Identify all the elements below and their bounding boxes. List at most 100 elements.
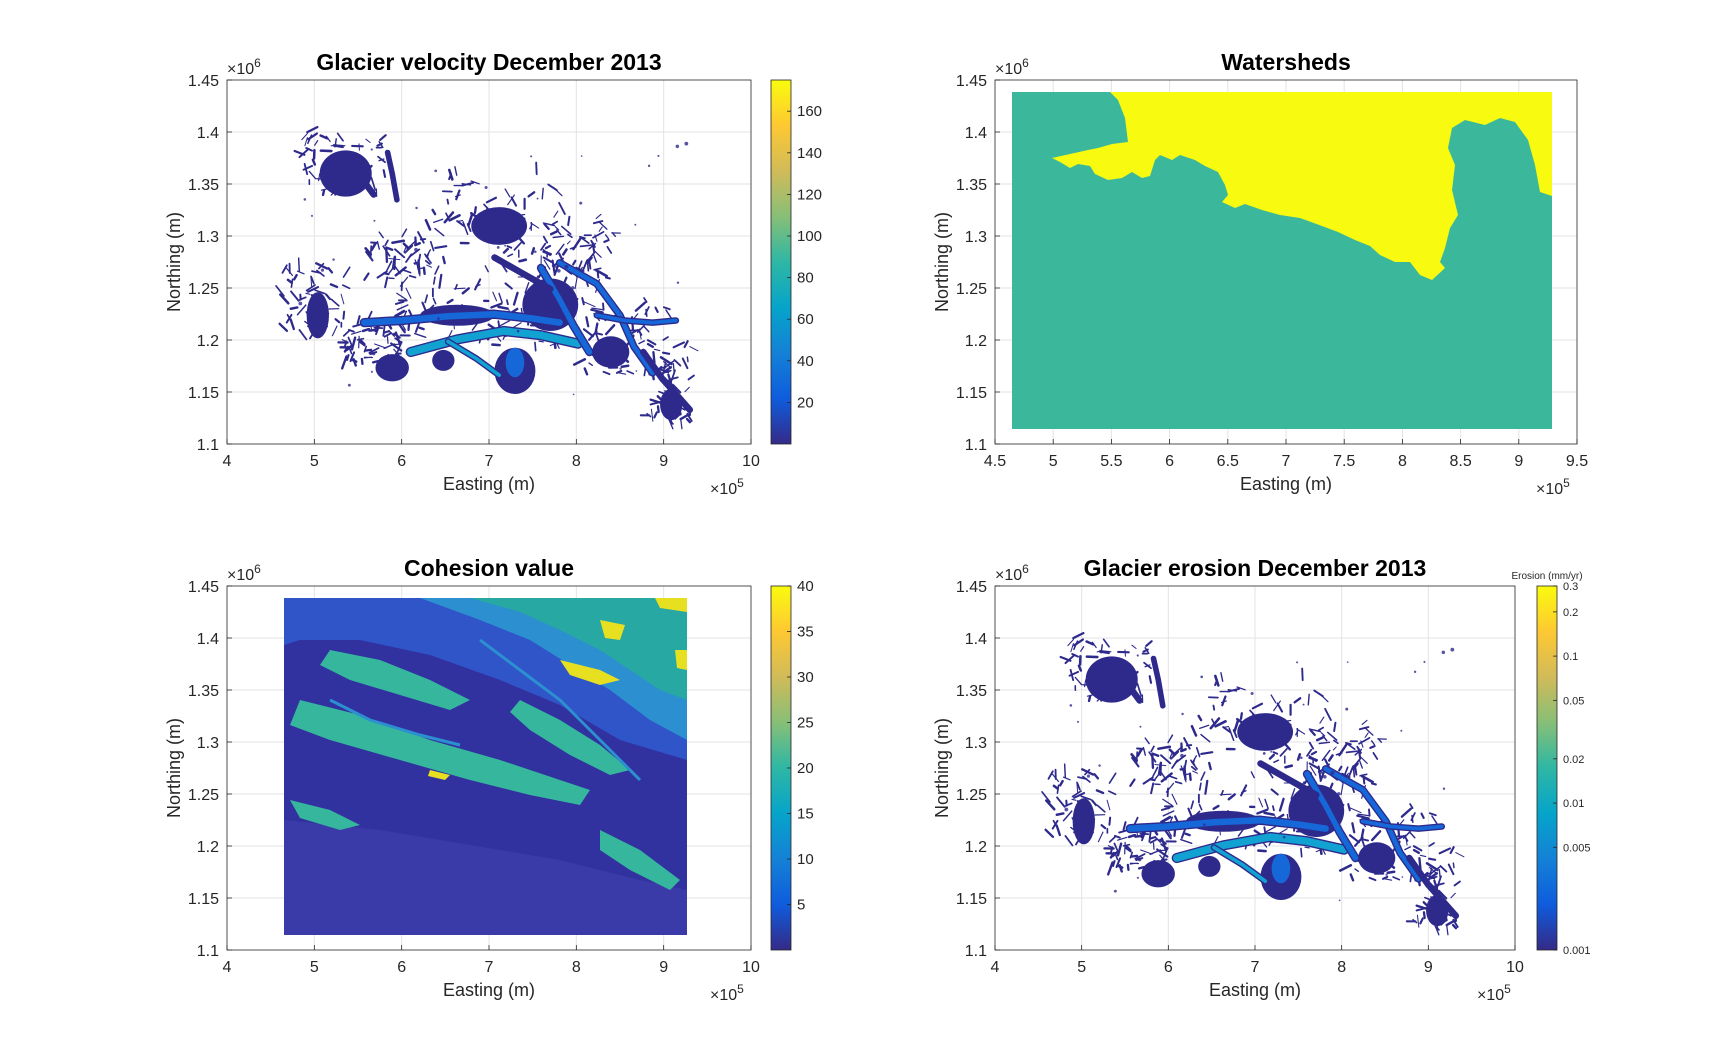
tributary bbox=[1353, 764, 1358, 776]
tributary bbox=[656, 395, 668, 407]
tributary bbox=[1160, 837, 1168, 852]
tributary bbox=[321, 189, 326, 197]
ice-speck bbox=[373, 219, 376, 222]
tributary bbox=[667, 373, 673, 385]
tributary bbox=[330, 298, 340, 307]
tributary bbox=[279, 293, 290, 305]
tributary bbox=[590, 239, 596, 248]
ice-speck bbox=[536, 197, 539, 200]
tributary bbox=[376, 240, 381, 250]
ice-speck bbox=[516, 329, 520, 333]
tributary bbox=[539, 287, 543, 294]
tributary bbox=[308, 315, 311, 323]
tributary bbox=[403, 247, 407, 253]
tributary bbox=[1140, 849, 1153, 855]
tributary bbox=[1228, 727, 1235, 742]
tributary bbox=[275, 285, 285, 297]
ice-speck bbox=[684, 141, 689, 146]
tributary bbox=[1282, 741, 1292, 751]
tributary bbox=[390, 342, 403, 352]
tributary bbox=[1290, 788, 1296, 800]
ice-speck bbox=[534, 250, 537, 254]
tributary bbox=[399, 276, 409, 287]
ice-speck bbox=[1366, 852, 1370, 857]
tributary bbox=[1111, 686, 1118, 693]
tributary bbox=[1354, 868, 1360, 873]
cohesion-streak-1 bbox=[329, 698, 461, 747]
tributary bbox=[1100, 824, 1107, 830]
tributary bbox=[1073, 640, 1079, 651]
tributary bbox=[549, 230, 558, 236]
colorbar-tick-label: 10 bbox=[797, 851, 814, 868]
tributary bbox=[668, 398, 677, 408]
tributary bbox=[1131, 644, 1137, 649]
tributary bbox=[413, 332, 427, 338]
cohesion-ylabel: Northing (m) bbox=[164, 718, 184, 818]
tributary bbox=[394, 300, 405, 305]
tributary bbox=[1273, 700, 1281, 712]
tributary bbox=[393, 310, 406, 319]
tributary bbox=[1447, 863, 1455, 876]
tributary bbox=[443, 211, 455, 224]
tributary bbox=[298, 147, 310, 159]
x-tick-label: 8 bbox=[1398, 453, 1407, 470]
cohesion-panel: Cohesion value 4 5 6 7 8 9 10 1.11.151.21.251.… bbox=[164, 555, 814, 1004]
tributary bbox=[1098, 671, 1104, 680]
tributary bbox=[474, 278, 482, 291]
cohesion-y-exponent: ×106 bbox=[227, 562, 261, 584]
tributary bbox=[660, 369, 672, 375]
ice-speck bbox=[434, 169, 438, 173]
tributary bbox=[1227, 687, 1241, 693]
tributary bbox=[329, 184, 338, 188]
ice-speck bbox=[1137, 857, 1142, 862]
tributary bbox=[1097, 684, 1104, 691]
tributary bbox=[1152, 766, 1159, 778]
tributary bbox=[1357, 813, 1370, 817]
ice-speck bbox=[310, 214, 314, 217]
tributary bbox=[1307, 693, 1310, 706]
tributary bbox=[1364, 732, 1369, 738]
tributary bbox=[1071, 790, 1082, 798]
ice-speck bbox=[579, 201, 583, 205]
erosion-ylabel: Northing (m) bbox=[932, 718, 952, 818]
tributary bbox=[365, 250, 374, 262]
tributary bbox=[286, 313, 292, 321]
ice-speck bbox=[1450, 647, 1455, 652]
tributary bbox=[643, 297, 648, 303]
ice-speck bbox=[1136, 876, 1139, 879]
tributary bbox=[566, 240, 571, 245]
tributary bbox=[425, 304, 435, 314]
tributary bbox=[1364, 726, 1374, 736]
tributary bbox=[1047, 770, 1054, 780]
tributary bbox=[365, 164, 373, 172]
tributary bbox=[1192, 755, 1198, 763]
tributary bbox=[298, 329, 308, 341]
ice-lobe bbox=[432, 349, 455, 371]
tributary bbox=[1293, 697, 1302, 704]
tributary bbox=[1085, 640, 1095, 646]
colorbar-tick-label: 40 bbox=[797, 578, 814, 595]
tributary bbox=[591, 307, 604, 311]
tributary bbox=[542, 222, 556, 227]
tributary bbox=[1041, 791, 1051, 803]
tributary bbox=[1172, 745, 1183, 756]
tributary bbox=[1069, 669, 1075, 682]
tributary bbox=[281, 264, 288, 274]
tributary bbox=[306, 125, 319, 134]
watersheds-ylabel: Northing (m) bbox=[932, 212, 952, 312]
x-tick-label: 9 bbox=[659, 453, 668, 470]
tributary bbox=[1200, 771, 1206, 781]
tributary bbox=[379, 134, 387, 141]
watersheds-xlabel: Easting (m) bbox=[1240, 474, 1332, 494]
cohesion-x-exponent: ×105 bbox=[710, 982, 744, 1004]
ice-speck bbox=[370, 148, 373, 151]
tributary bbox=[315, 262, 329, 270]
glacier-trunk bbox=[1127, 816, 1329, 832]
x-tick-label: 7 bbox=[485, 453, 494, 470]
tributary bbox=[383, 332, 392, 338]
tributary bbox=[504, 282, 513, 290]
tributary bbox=[311, 158, 317, 166]
tributary bbox=[1438, 847, 1451, 855]
tributary bbox=[396, 292, 407, 301]
